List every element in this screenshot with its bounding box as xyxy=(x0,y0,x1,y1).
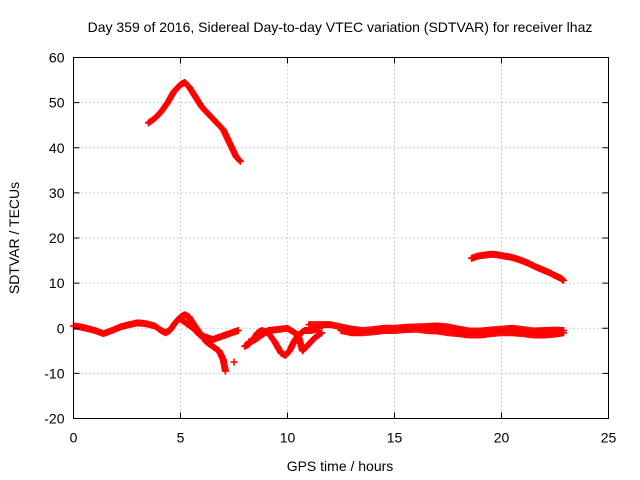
x-tick-label: 5 xyxy=(177,430,185,446)
data-point xyxy=(234,327,242,335)
data-point xyxy=(235,156,243,164)
data-point xyxy=(560,329,568,337)
y-tick-label: 30 xyxy=(49,185,65,201)
grid-lines xyxy=(73,57,609,419)
x-axis-label: GPS time / hours xyxy=(287,458,394,474)
x-tick-label: 20 xyxy=(494,430,510,446)
y-tick-label: -20 xyxy=(44,411,64,427)
series-outlier xyxy=(230,358,238,366)
data-point xyxy=(318,329,326,337)
series-mid-dip-branch xyxy=(245,324,326,355)
y-tick-label: 40 xyxy=(49,140,65,156)
data-point xyxy=(236,157,244,165)
data-point xyxy=(221,367,229,375)
y-tick-label: 10 xyxy=(49,275,65,291)
series-long-flat-track-lower xyxy=(337,325,568,339)
y-axis-label: SDTVAR / TECUs xyxy=(6,182,22,294)
x-tick-label: 25 xyxy=(601,430,617,446)
data-points xyxy=(70,78,568,375)
y-tick-label: -10 xyxy=(44,365,64,381)
data-point xyxy=(230,358,238,366)
series-early-morning-arc xyxy=(144,78,244,165)
x-tick-label: 15 xyxy=(387,430,403,446)
series-evening-arc xyxy=(468,250,568,284)
series-main-track-lower-branch xyxy=(177,315,242,344)
data-point xyxy=(560,276,568,284)
y-tick-label: 0 xyxy=(57,320,65,336)
data-point xyxy=(558,276,566,284)
y-tick-label: 60 xyxy=(49,50,65,66)
axis-ticks: 0 5 10 15 20 25 -20 -10 0 10 20 30 40 50 60 xyxy=(44,50,616,446)
chart-title: Day 359 of 2016, Sidereal Day-to-day VTE… xyxy=(88,19,593,35)
x-tick-label: 0 xyxy=(70,430,78,446)
x-tick-label: 10 xyxy=(280,430,296,446)
data-point xyxy=(316,330,324,338)
y-tick-label: 50 xyxy=(49,95,65,111)
y-tick-label: 20 xyxy=(49,230,65,246)
